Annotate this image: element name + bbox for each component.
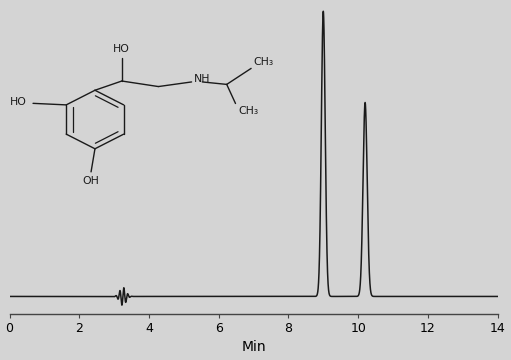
X-axis label: Min: Min <box>241 341 266 355</box>
Text: CH₃: CH₃ <box>238 106 258 116</box>
Text: CH₃: CH₃ <box>253 57 274 67</box>
Text: HO: HO <box>113 44 130 54</box>
Text: NH: NH <box>194 75 211 85</box>
Text: OH: OH <box>83 176 100 186</box>
Text: HO: HO <box>10 98 27 107</box>
